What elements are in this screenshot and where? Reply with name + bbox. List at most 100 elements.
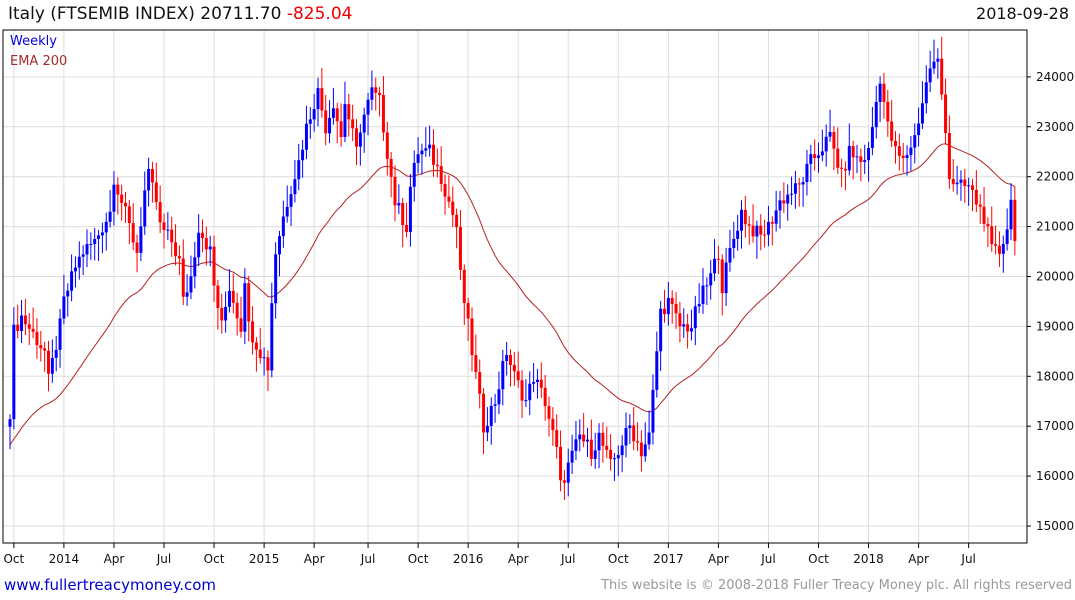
candle-body: [832, 132, 836, 149]
candle-body: [147, 169, 151, 191]
candle-body: [578, 434, 582, 440]
candle-body: [1013, 199, 1017, 241]
candles: [8, 36, 1017, 501]
website-link[interactable]: www.fullertreacymoney.com: [4, 576, 217, 594]
y-tick-label: 23000: [1036, 120, 1074, 134]
candle-body: [963, 179, 967, 186]
candle-body: [262, 357, 266, 359]
candle-body: [559, 446, 563, 481]
candle-body: [201, 232, 204, 239]
candle-body: [524, 400, 528, 402]
candle-body: [670, 297, 674, 304]
candle-body: [420, 150, 424, 155]
x-tick-label: Jul: [156, 552, 171, 566]
candle-body: [381, 95, 385, 133]
candle-body: [143, 190, 147, 227]
candle-body: [328, 117, 332, 134]
x-tick-label: Apr: [708, 552, 729, 566]
candle-body: [235, 302, 239, 319]
candle-body: [466, 303, 470, 319]
candle-body: [393, 176, 397, 206]
candle-body: [139, 226, 143, 253]
change-value: -825.04: [286, 4, 353, 24]
candle-body: [593, 450, 597, 459]
candle-body: [659, 308, 663, 352]
candle-body: [974, 189, 978, 205]
x-tick-label: Apr: [508, 552, 529, 566]
candle-body: [408, 186, 412, 232]
candle-body: [135, 242, 139, 253]
candle-body: [705, 285, 709, 287]
candle-body: [358, 132, 362, 147]
candle-body: [782, 200, 786, 204]
candle-body: [528, 383, 532, 401]
candle-body: [270, 303, 274, 371]
candle-body: [666, 297, 670, 315]
candle-body: [73, 267, 77, 272]
candle-body: [432, 144, 435, 165]
y-tick-label: 17000: [1036, 419, 1074, 433]
x-tick-label: Oct: [3, 552, 24, 566]
candle-body: [462, 269, 466, 304]
candle-body: [1009, 199, 1013, 230]
candle-body: [609, 449, 613, 459]
candle-body: [674, 303, 678, 314]
candle-body: [778, 200, 782, 211]
candle-body: [843, 168, 847, 171]
candle-body: [928, 68, 932, 83]
candle-body: [520, 380, 524, 401]
candle-body: [790, 193, 794, 195]
candle-body: [793, 183, 797, 194]
candle-body: [713, 258, 717, 274]
candle-body: [12, 324, 16, 420]
x-tick-label: Jul: [360, 552, 375, 566]
candle-body: [231, 290, 235, 303]
candle-body: [643, 444, 647, 457]
candle-body: [66, 290, 70, 297]
x-tick-label: Oct: [204, 552, 225, 566]
candle-body: [944, 94, 948, 133]
candle-body: [389, 158, 393, 177]
candle-body: [693, 306, 697, 329]
candle-body: [566, 462, 570, 483]
candle-body: [254, 342, 258, 350]
candle-body: [867, 147, 871, 161]
candle-body: [516, 371, 520, 381]
candle-body: [131, 223, 135, 243]
candle-body: [786, 194, 790, 204]
candle-body: [628, 425, 632, 428]
candle-body: [424, 148, 428, 151]
candle-body: [16, 324, 20, 331]
candle-body: [874, 101, 878, 128]
candle-body: [54, 349, 58, 358]
candle-body: [278, 236, 281, 255]
candle-body: [716, 258, 720, 260]
candle-body: [416, 154, 420, 163]
candle-body: [43, 348, 47, 351]
candle-body: [763, 234, 767, 236]
y-tick-label: 20000: [1036, 270, 1074, 284]
candle-body: [840, 167, 844, 169]
candle-body: [339, 121, 343, 138]
copyright-text: This website is © 2008-2018 Fuller Treac…: [601, 578, 1072, 593]
candle-body: [23, 315, 27, 325]
candle-body: [401, 203, 405, 226]
candle-body: [1001, 244, 1005, 254]
candle-body: [177, 256, 181, 259]
candle-body: [474, 355, 478, 373]
candle-body: [362, 114, 366, 133]
candle-body: [747, 224, 751, 226]
candle-body: [224, 306, 228, 321]
x-tick-label: Apr: [104, 552, 125, 566]
candle-body: [663, 308, 666, 315]
candle-body: [150, 169, 154, 183]
candle-body: [39, 345, 43, 349]
candle-body: [624, 427, 628, 446]
candle-body: [620, 445, 624, 456]
candle-body: [220, 307, 224, 321]
candle-body: [251, 321, 255, 343]
candle-body: [451, 201, 455, 215]
candle-body: [562, 480, 566, 483]
candle-body: [193, 257, 197, 277]
legend-weekly: Weekly: [10, 34, 57, 49]
